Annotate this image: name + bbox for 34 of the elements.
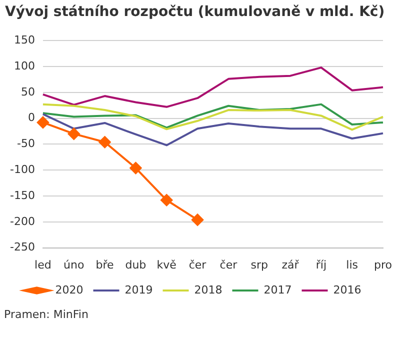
x-tick-label: lis (346, 258, 358, 272)
y-tick-label: 50 (20, 85, 35, 98)
point (130, 162, 142, 174)
x-tick-label: bře (96, 258, 114, 272)
x-tick-label: dub (125, 258, 146, 272)
chart-title: Vývoj státního rozpočtu (kumulovaně v mld. Kč) (4, 3, 386, 22)
y-tick-label: -200 (10, 214, 35, 228)
y-tick-label: 0 (28, 111, 35, 124)
legend-label: 2020 (55, 283, 84, 296)
y-tick-label: -50 (16, 137, 35, 150)
point (36, 116, 49, 128)
x-tick-label: kvě (156, 258, 177, 272)
x-tick-label: led (34, 258, 52, 272)
point (160, 194, 173, 206)
y-tick-label: -150 (10, 188, 35, 202)
legend-label: 2017 (264, 283, 292, 296)
y-tick-label: -250 (10, 240, 35, 254)
point (98, 136, 111, 148)
x-tick-label: zář (282, 258, 300, 272)
text: Pramen: MinFin (3, 307, 90, 321)
legend-label: 2016 (333, 283, 362, 296)
y-tick-label: 150 (14, 33, 35, 46)
x-tick-label: srp (250, 258, 268, 272)
point (68, 128, 80, 140)
x-tick-label: úno (64, 258, 84, 272)
y-tick-label: -100 (10, 162, 35, 176)
legend-label: 2019 (124, 283, 153, 296)
x-tick-label: čer (220, 258, 238, 272)
y-tick-label: 100 (14, 59, 35, 72)
x-tick-label: pro (374, 258, 392, 272)
point (192, 214, 204, 226)
x-tick-label: čer (188, 258, 207, 272)
x-tick-label: říj (316, 258, 326, 272)
legend-label: 2018 (194, 283, 222, 296)
